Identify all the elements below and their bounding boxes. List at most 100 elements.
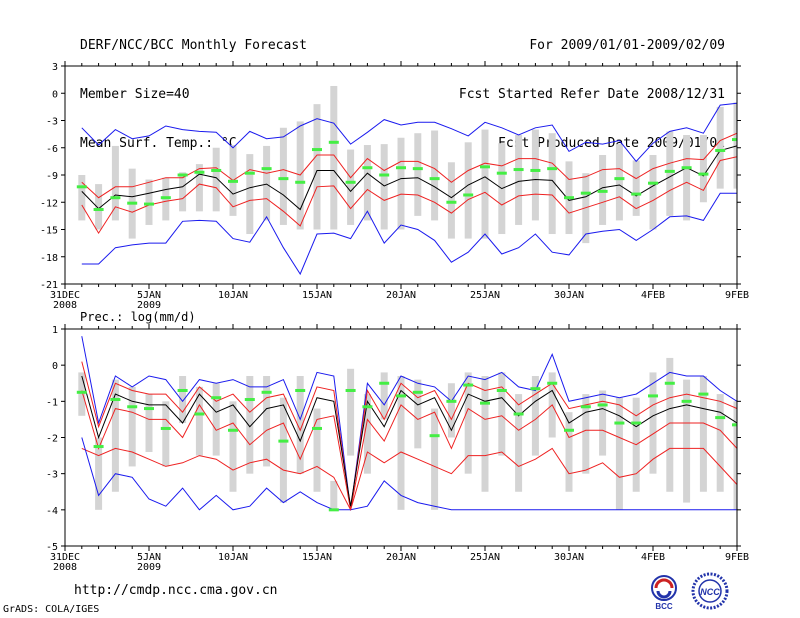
ensemble-box xyxy=(195,386,203,456)
median-marker xyxy=(463,383,474,387)
bcc-logo-text: BCC xyxy=(655,602,673,611)
median-marker xyxy=(681,166,692,170)
ensemble-box xyxy=(615,144,623,221)
ensemble-box xyxy=(498,372,506,456)
footer-url[interactable]: http://cmdp.ncc.cma.gov.cn xyxy=(74,583,278,598)
ensemble-box xyxy=(179,172,187,212)
median-marker xyxy=(664,381,675,385)
ensemble-box xyxy=(145,394,153,452)
median-marker xyxy=(412,390,423,394)
median-marker xyxy=(110,398,121,402)
ensemble-box xyxy=(582,394,590,474)
ensemble-box xyxy=(229,401,237,492)
ensemble-box xyxy=(246,154,254,235)
median-marker xyxy=(144,407,154,411)
median-marker xyxy=(312,148,322,152)
median-marker xyxy=(110,196,121,200)
y-tick-label: -3 xyxy=(46,470,58,481)
ensemble-box xyxy=(296,376,304,474)
median-marker xyxy=(698,172,709,176)
x-tick-label: 15JAN xyxy=(302,290,332,301)
ensemble-box xyxy=(699,135,707,203)
median-marker xyxy=(480,401,490,405)
ensemble-box xyxy=(683,135,691,221)
median-marker xyxy=(177,388,188,392)
median-marker xyxy=(160,196,171,200)
lower-tail-line xyxy=(81,447,737,512)
ensemble-box xyxy=(363,394,371,474)
ensemble-box xyxy=(531,376,539,456)
x-tick-label: 9FEB xyxy=(725,552,749,563)
median-marker xyxy=(530,387,541,391)
ncc-logo: NCC xyxy=(691,572,729,610)
median-marker xyxy=(228,179,238,183)
ensemble-box xyxy=(666,357,674,492)
bcc-logo: BCC xyxy=(651,575,677,611)
x-tick-label: 25JAN xyxy=(470,552,500,563)
ensemble-box xyxy=(330,480,338,510)
ensemble-box xyxy=(313,408,321,492)
median-marker xyxy=(648,394,658,398)
chart-title: DERF/NCC/BCC Monthly Forecast xyxy=(80,38,307,53)
ensemble-box xyxy=(111,145,119,221)
ensemble-box xyxy=(649,155,657,230)
ensemble-box xyxy=(447,383,455,438)
median-marker xyxy=(564,196,574,200)
median-marker xyxy=(345,180,356,184)
median-marker xyxy=(547,167,558,171)
median-marker xyxy=(732,138,737,142)
median-marker xyxy=(580,405,591,409)
median-marker xyxy=(93,208,104,212)
median-marker xyxy=(547,381,558,385)
median-marker xyxy=(513,168,524,172)
upper-spread-line xyxy=(81,361,737,510)
median-marker xyxy=(715,148,726,152)
x-tick-label: 10JAN xyxy=(218,290,248,301)
ensemble-box xyxy=(397,137,405,230)
median-marker xyxy=(160,426,171,430)
plot-area xyxy=(76,336,737,512)
median-marker xyxy=(530,168,541,172)
ensemble-box xyxy=(733,401,737,510)
y-tick-label: -2 xyxy=(46,434,58,445)
x-tick-label: 20JAN xyxy=(386,290,416,301)
median-marker xyxy=(580,191,591,195)
median-marker xyxy=(127,405,138,409)
median-marker xyxy=(648,181,658,185)
median-marker xyxy=(429,434,440,438)
median-marker xyxy=(715,416,726,420)
x-tick-label: 2008 xyxy=(53,562,77,573)
x-tick-label: 31DEC xyxy=(50,552,80,563)
median-marker xyxy=(328,508,339,512)
y-tick-label: -6 xyxy=(46,144,58,155)
median-marker xyxy=(664,169,675,173)
ensemble-box xyxy=(716,106,724,189)
y-tick-label: -3 xyxy=(46,117,58,128)
max-envelope-line xyxy=(81,102,737,163)
x-tick-label: 30JAN xyxy=(554,290,584,301)
median-marker xyxy=(362,166,373,170)
median-marker xyxy=(379,173,390,177)
median-marker xyxy=(631,192,642,196)
median-marker xyxy=(446,399,457,403)
median-marker xyxy=(93,445,104,449)
median-marker xyxy=(597,189,608,193)
lower-spread-line xyxy=(81,156,737,235)
median-marker xyxy=(278,439,289,443)
ensemble-mean-line xyxy=(81,145,737,211)
median-marker xyxy=(278,177,289,181)
median-marker xyxy=(177,173,188,177)
ensemble-box xyxy=(683,379,691,503)
min-envelope-line xyxy=(81,192,737,276)
ncc-logo-text: NCC xyxy=(700,587,720,597)
x-tick-label: 31DEC xyxy=(50,290,80,301)
y-tick-label: -9 xyxy=(46,171,58,182)
ensemble-box xyxy=(699,376,707,492)
ensemble-box xyxy=(347,368,355,456)
ensemble-box xyxy=(313,104,321,230)
forecast-started: Fcst Started Refer Date 2008/12/31 xyxy=(458,87,725,102)
ensemble-box xyxy=(246,376,254,474)
panel-title: Prec.: log(mm/d) xyxy=(80,310,196,324)
ensemble-box xyxy=(599,390,607,456)
